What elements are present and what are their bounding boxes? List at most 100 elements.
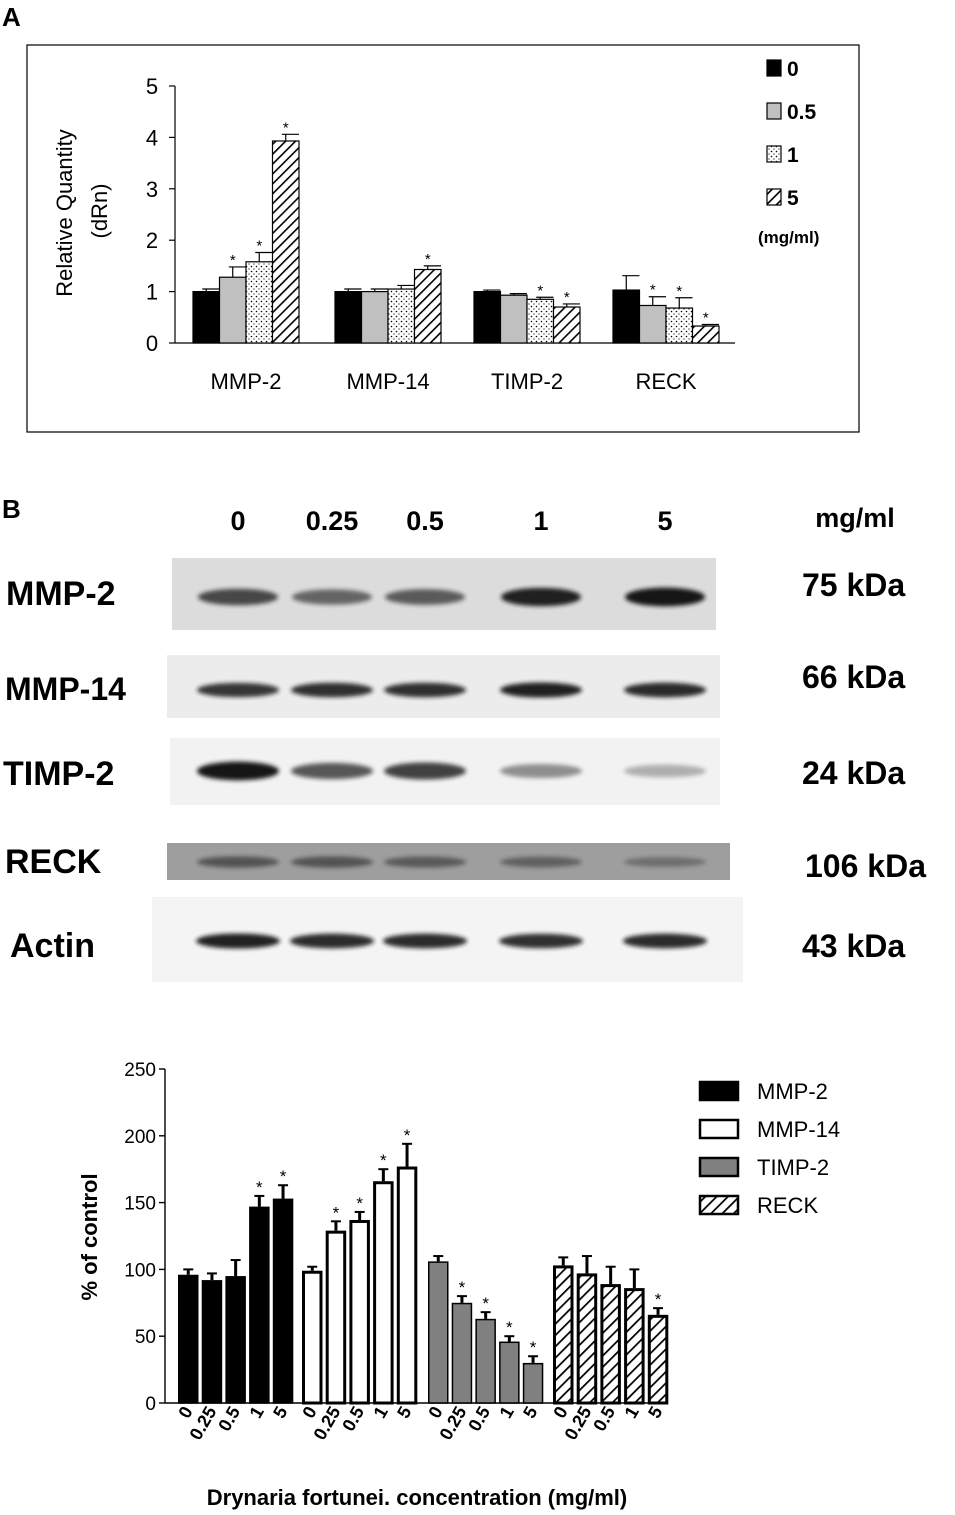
significance-marker: * (676, 283, 682, 300)
chart-a-category-mmp-2: MMP-2 (211, 369, 282, 394)
legend-swatch-a-0-5 (766, 102, 782, 120)
bar-a-timp-2-1 (526, 298, 555, 344)
chart-a-y-tick-label: 5 (146, 74, 158, 99)
panel-a-frame (26, 44, 860, 433)
chart-b-y-tick-label: 200 (124, 1127, 156, 1148)
blot-band-reck-0-5 (384, 856, 466, 868)
blot-protein-label-timp-2: TIMP-2 (3, 755, 114, 793)
bar-b-timp-2-0-25 (451, 1302, 473, 1404)
legend-label-a-5: 5 (787, 187, 799, 210)
legend-swatch-b-mmp-14 (698, 1118, 740, 1140)
legend-swatch-b-timp-2 (698, 1156, 740, 1178)
legend-label-a-0-5: 0.5 (787, 101, 817, 124)
chart-a-category-mmp-14: MMP-14 (346, 369, 429, 394)
significance-marker: * (356, 1194, 363, 1213)
chart-b-dose-label: 0.5 (464, 1403, 494, 1435)
chart-b-legend: MMP-2 MMP-14 TIMP-2 RECK (698, 1079, 840, 1218)
blot-band-timp-2-0-25 (291, 762, 373, 780)
chart-b-y-tick-label: 0 (145, 1394, 156, 1415)
legend-label-b-mmp-2: MMP-2 (757, 1079, 828, 1104)
blot-band-reck-1 (500, 856, 582, 868)
chart-a: Relative Quantity (dRn) 0 1 2 3 4 5 * * * * * * * * *… (52, 58, 819, 394)
significance-marker: * (655, 1290, 662, 1309)
bar-a-mmp-14-0 (334, 291, 363, 344)
significance-marker: * (459, 1278, 466, 1297)
blot-band-timp-2-0-5 (384, 762, 466, 780)
blot-size-label-reck: 106 kDa (805, 848, 926, 884)
blot-band-mmp-14-0-5 (384, 682, 466, 698)
chart-a-y-tick-label: 4 (146, 125, 158, 150)
chart-b-y-tick-label: 100 (124, 1260, 156, 1281)
blot-size-label-mmp-14: 66 kDa (802, 659, 905, 695)
chart-b-dose-label: 0.5 (214, 1403, 244, 1435)
panel-label-a: A (2, 2, 21, 32)
significance-marker: * (506, 1318, 513, 1337)
significance-marker: * (404, 1126, 411, 1145)
western-blot: 0 0.25 0.5 1 5 mg/ml MMP-2 75 kDa MMP-14 66 kDa… (3, 503, 926, 982)
blot-size-label-actin: 43 kDa (802, 928, 905, 964)
bar-b-reck-5 (647, 1314, 669, 1405)
chart-b-dose-label: 0.5 (589, 1403, 619, 1435)
blot-band-mmp-2-1 (501, 587, 581, 607)
chart-a-category-reck: RECK (635, 369, 696, 394)
bar-b-mmp-14-0 (302, 1270, 323, 1405)
bar-b-timp-2-1 (499, 1341, 520, 1404)
bar-a-mmp-2-1 (245, 261, 274, 344)
chart-b-dose-label: 5 (393, 1403, 415, 1422)
blot-band-actin-0-25 (290, 933, 374, 949)
chart-b-dose-label: 1 (620, 1403, 642, 1422)
blot-lane-0: 0 (230, 506, 245, 536)
chart-b-dose-label: 0.5 (338, 1403, 368, 1435)
chart-b-dose-label: 5 (269, 1403, 291, 1422)
blot-lane-1: 1 (533, 506, 548, 536)
bar-b-reck-0-25 (576, 1273, 598, 1405)
chart-a-y-tick-label: 3 (146, 177, 158, 202)
chart-a-y-tick-label: 1 (146, 280, 158, 305)
significance-marker: * (333, 1203, 340, 1222)
legend-swatch-b-mmp-2 (698, 1080, 740, 1102)
blot-band-reck-0 (197, 856, 279, 868)
significance-marker: * (650, 282, 656, 299)
significance-marker: * (537, 282, 543, 299)
bar-a-reck-0-5 (638, 304, 667, 344)
significance-marker: * (425, 251, 431, 268)
blot-lane-0-5: 0.5 (406, 506, 444, 536)
blot-band-mmp-14-5 (624, 682, 706, 698)
chart-b: % of control Drynaria fortunei. concentr… (77, 1060, 840, 1510)
blot-protein-label-mmp-14: MMP-14 (5, 671, 126, 707)
panel-label-b: B (2, 494, 21, 524)
legend-swatch-a-1 (766, 145, 782, 163)
legend-unit-a: (mg/ml) (758, 228, 819, 247)
chart-a-category-timp-2: TIMP-2 (491, 369, 563, 394)
significance-marker: * (564, 289, 570, 306)
blot-band-reck-0-25 (291, 856, 373, 868)
chart-b-x-axis-label: Drynaria fortunei. concentration (mg/ml) (207, 1485, 628, 1510)
blot-band-mmp-14-1 (500, 682, 582, 698)
bar-a-reck-1 (665, 307, 694, 344)
bar-a-timp-2-0-5 (499, 294, 528, 344)
bar-b-mmp-14-0-25 (325, 1230, 347, 1405)
blot-band-actin-1 (499, 933, 583, 949)
bar-b-reck-0 (553, 1265, 574, 1405)
bar-b-timp-2-5 (522, 1362, 544, 1404)
blot-band-timp-2-1 (500, 763, 582, 779)
blot-band-mmp-2-0 (198, 588, 278, 606)
legend-label-b-timp-2: TIMP-2 (757, 1155, 829, 1180)
significance-marker: * (256, 238, 262, 255)
blot-lane-5: 5 (657, 506, 672, 536)
bar-b-mmp-2-0-5 (225, 1276, 246, 1404)
bar-a-mmp-14-0-5 (360, 291, 389, 344)
blot-band-timp-2-0 (197, 761, 279, 781)
blot-protein-label-reck: RECK (5, 843, 102, 881)
bar-a-mmp-14-1 (387, 288, 416, 344)
chart-a-y-tick-label: 0 (146, 331, 158, 356)
legend-label-b-mmp-14: MMP-14 (757, 1117, 840, 1142)
bar-a-mmp-2-5 (271, 140, 300, 344)
significance-marker: * (482, 1294, 489, 1313)
chart-b-y-tick-label: 50 (135, 1327, 156, 1348)
bar-a-reck-5 (691, 325, 720, 344)
bar-b-reck-1 (624, 1288, 645, 1405)
blot-band-actin-0-5 (383, 933, 467, 949)
bar-a-mmp-2-0 (192, 291, 221, 344)
chart-b-dose-label: 5 (644, 1403, 666, 1422)
